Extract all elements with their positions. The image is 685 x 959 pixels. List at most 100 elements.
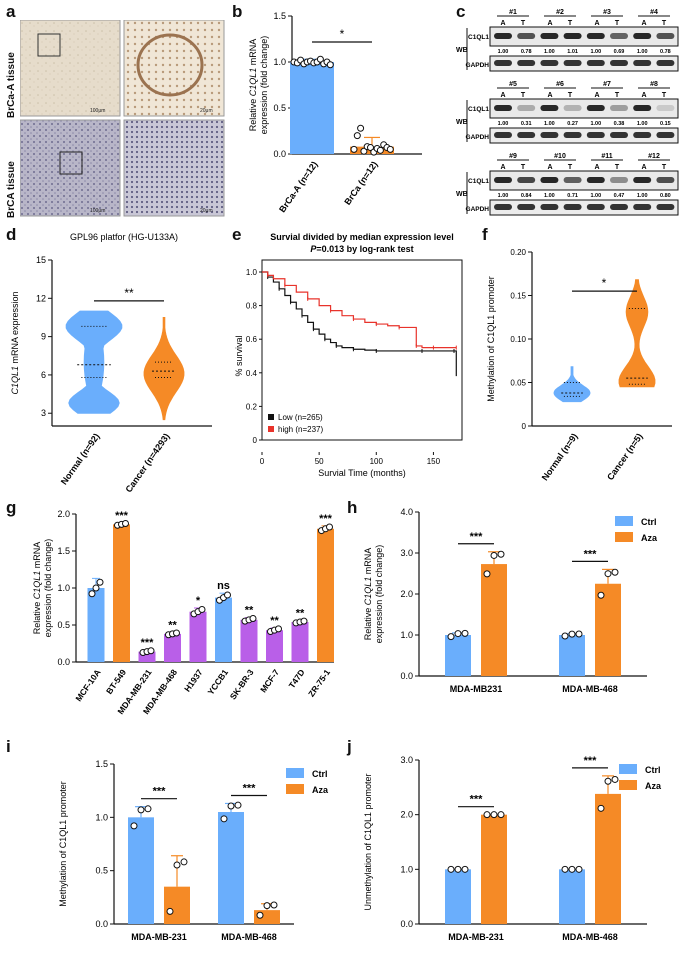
x-tick-label: MDA-MB-468: [562, 932, 618, 942]
band: [586, 33, 605, 39]
band: [656, 177, 675, 183]
lane-t-label: T: [568, 164, 573, 171]
data-point: [611, 568, 619, 576]
bar: [189, 611, 207, 662]
lane-a-label: A: [641, 20, 646, 27]
y-label-part: mRNA: [248, 39, 258, 68]
x-tick-label: MDA-MB231: [450, 684, 503, 694]
band: [517, 177, 536, 183]
band: [563, 177, 582, 183]
panel-i-chart: 0.0 0.5 1.0 1.5 Methylation of C1QL1 promote…: [58, 759, 329, 942]
lane-t-label: T: [662, 92, 667, 99]
panel-letter-c: c: [456, 2, 466, 21]
y-tick-label: 1.0: [95, 812, 108, 822]
data-point: [227, 802, 235, 810]
band: [586, 132, 605, 138]
bar: [87, 588, 105, 662]
bar: [164, 886, 190, 924]
x-tick-label: BrCa (n=12): [342, 159, 379, 206]
y-axis-label: Relative C1QL1 mRNA: [248, 39, 258, 132]
x-tick-label: 100: [370, 457, 384, 466]
legend-swatch: [615, 516, 633, 526]
y-tick-label: 3.0: [400, 548, 413, 558]
legend-swatch: [619, 780, 637, 790]
violin: [553, 366, 591, 403]
lane-t-label: T: [521, 164, 526, 171]
y-tick-label: 0.20: [510, 248, 526, 257]
loading-label: GAPDH: [466, 206, 490, 213]
band-ratio: 0.78: [521, 49, 532, 55]
bar: [291, 622, 309, 662]
sample-label: #11: [601, 153, 612, 160]
legend-label: Aza: [312, 785, 329, 795]
significance-label: ***: [470, 794, 484, 806]
x-tick-label: YCCB1: [205, 667, 230, 697]
bar: [240, 619, 258, 662]
panel-letter-h: h: [347, 498, 358, 517]
y-tick-label: 3.0: [400, 755, 413, 765]
legend-label: Ctrl: [641, 517, 657, 527]
band: [610, 60, 628, 66]
significance-label: **: [296, 608, 305, 620]
significance-label: ***: [243, 782, 257, 794]
band: [610, 105, 628, 111]
y-label-part: Relative: [32, 599, 42, 634]
x-tick-label: Normal (n=92): [59, 431, 102, 486]
y-tick-label: 0: [253, 436, 258, 445]
lane-a-label: A: [547, 164, 552, 171]
lane-t-label: T: [568, 20, 573, 27]
data-point: [386, 145, 394, 153]
bar: [481, 564, 507, 676]
significance-label: ***: [584, 548, 598, 560]
wb-label: WB: [456, 119, 468, 126]
lane-a-label: A: [594, 20, 599, 27]
x-tick-label: BrCa-A (n=12): [277, 159, 320, 214]
data-point: [326, 523, 333, 531]
subtitle-rest: =0.013 by log-rank test: [316, 244, 413, 254]
data-point: [611, 775, 619, 783]
sample-label: #12: [648, 153, 660, 160]
band: [633, 177, 652, 183]
sample-label: #10: [554, 153, 566, 160]
band: [494, 60, 512, 66]
x-tick-label: Normal (n=9): [540, 431, 580, 482]
chart-title: Survial divided by median expression lev…: [270, 232, 454, 242]
panel-letter-b: b: [232, 2, 243, 21]
x-tick-label: 50: [315, 457, 324, 466]
y-tick-label: 0.0: [400, 671, 413, 681]
data-point: [497, 550, 505, 558]
y-tick-label: 1.0: [57, 583, 70, 593]
y-tick-label: 0.0: [400, 919, 413, 929]
lane-a-label: A: [500, 20, 505, 27]
band: [563, 105, 582, 111]
data-point: [568, 630, 576, 638]
sample-label: #3: [603, 9, 611, 16]
x-tick-label: Cancer (n=4293): [123, 431, 171, 493]
bar: [445, 635, 471, 676]
legend-swatch: [268, 414, 274, 420]
data-point: [198, 605, 206, 613]
legend-label: Aza: [645, 781, 662, 791]
x-tick-label: MDA-MB-231: [448, 932, 504, 942]
data-point: [350, 145, 358, 153]
band: [633, 204, 652, 210]
band: [494, 33, 512, 39]
y-axis-label: Unmethylation of C1QL1 promoter: [363, 773, 373, 910]
y-label-gene: C1QL1: [363, 577, 373, 606]
y-tick-label: 2.0: [400, 810, 413, 820]
significance-label: ***: [470, 531, 484, 543]
x-tick-label: SK-BR-3: [228, 667, 256, 701]
sample-label: #2: [556, 9, 564, 16]
y-tick-label: 0.10: [510, 335, 526, 344]
sample-label: #9: [509, 153, 517, 160]
data-point: [256, 911, 264, 919]
data-point: [447, 865, 455, 873]
y-label-part: Relative: [363, 605, 373, 640]
sample-label: #5: [509, 81, 517, 88]
legend-swatch: [286, 784, 304, 794]
lane-a-label: A: [594, 164, 599, 171]
legend-swatch: [619, 764, 637, 774]
significance-label: ***: [319, 513, 333, 525]
band-ratio: 0.71: [567, 193, 578, 199]
zoom-box-icon: [37, 33, 61, 57]
